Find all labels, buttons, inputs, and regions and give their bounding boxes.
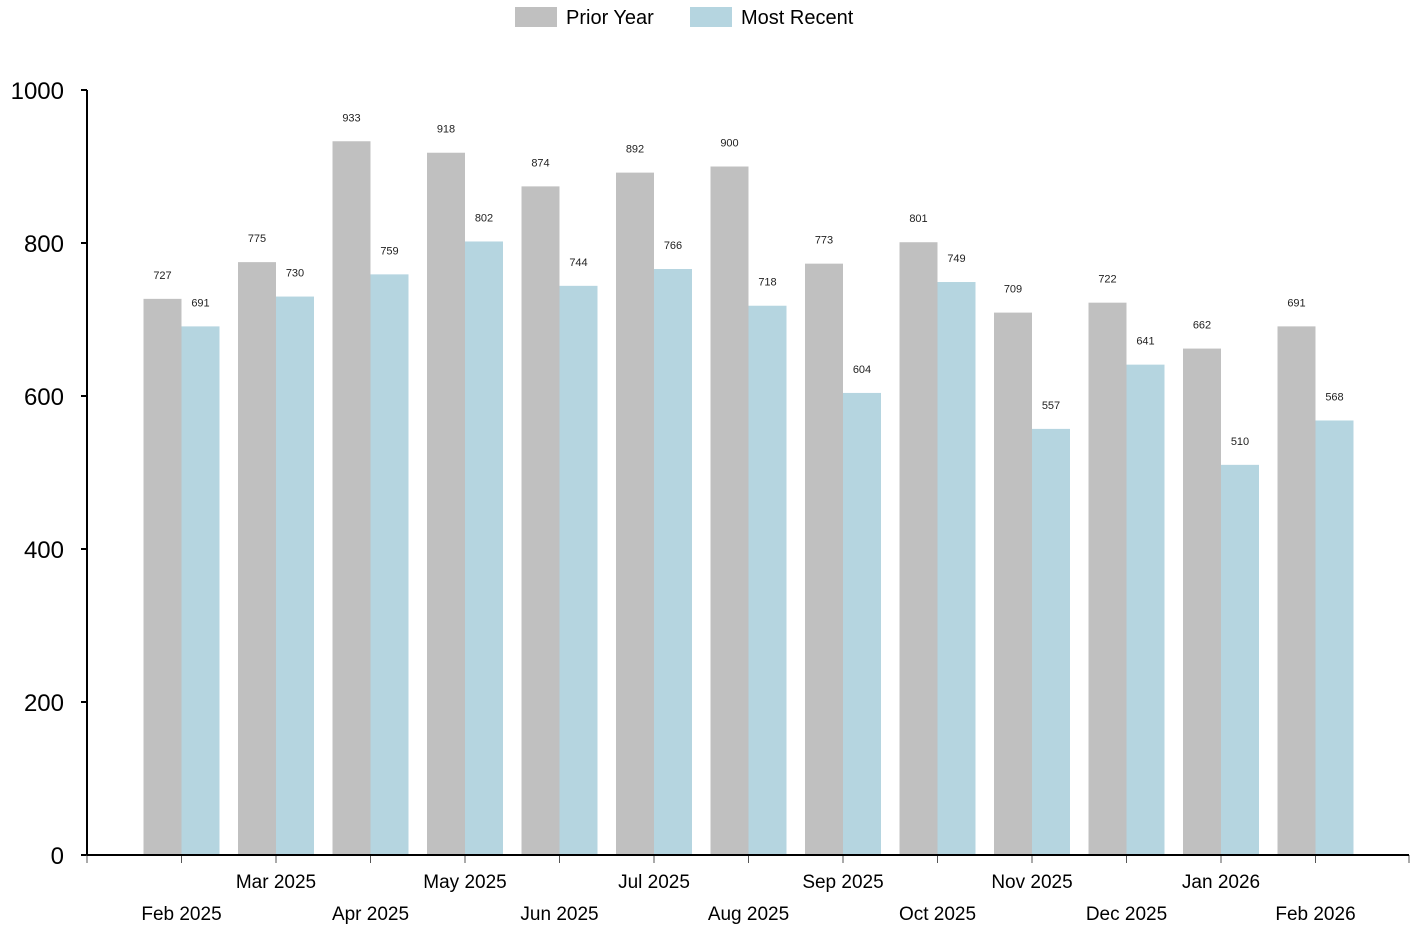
bar-most-recent: [1315, 420, 1354, 855]
data-label: 744: [569, 257, 587, 269]
y-tick-label: 400: [24, 537, 64, 564]
data-label: 801: [909, 213, 927, 225]
bar-most-recent: [181, 326, 220, 855]
x-tick-label: Jul 2025: [618, 872, 690, 893]
x-tick-label: Sep 2025: [802, 872, 883, 893]
data-label: 730: [286, 268, 304, 280]
data-label: 557: [1042, 400, 1060, 412]
bar-prior-year: [1277, 326, 1316, 855]
bar-prior-year: [710, 166, 749, 855]
data-label: 604: [853, 364, 871, 376]
bar-prior-year: [238, 262, 276, 855]
data-label: 510: [1231, 436, 1249, 448]
data-label: 568: [1325, 391, 1343, 403]
x-tick-label: Apr 2025: [332, 904, 409, 925]
legend-swatch-most-recent: [690, 7, 732, 27]
legend: Prior Year Most Recent: [515, 7, 854, 29]
bar-prior-year: [143, 298, 182, 856]
bar-most-recent: [654, 269, 692, 855]
x-tick-label: Mar 2025: [236, 872, 316, 893]
data-label: 802: [475, 212, 493, 224]
data-label: 727: [153, 270, 171, 282]
plot-area: 0 200 400 600 800 1000 727 691 Feb 2025 775 730 Mar…: [11, 78, 1410, 925]
x-tick-label: Oct 2025: [899, 904, 976, 925]
bar-most-recent: [370, 274, 409, 855]
x-tick-label: Jun 2025: [520, 904, 598, 925]
data-label: 718: [758, 277, 776, 289]
bar-most-recent: [843, 392, 881, 855]
bar-prior-year: [427, 152, 465, 856]
x-tick-label: Feb 2025: [141, 904, 221, 925]
bar-most-recent: [1032, 428, 1070, 855]
bar-most-recent: [937, 282, 976, 855]
x-tick-label: Jan 2026: [1182, 872, 1260, 893]
bar-prior-year: [332, 141, 371, 855]
data-label: 662: [1193, 320, 1211, 332]
bar-prior-year: [521, 186, 560, 855]
y-tick-label: 1000: [11, 78, 64, 105]
bar-prior-year: [805, 263, 843, 855]
legend-label-most-recent: Most Recent: [741, 7, 854, 29]
bar-most-recent: [1126, 364, 1165, 855]
x-tick-label: Dec 2025: [1086, 904, 1167, 925]
y-tick-label: 600: [24, 384, 64, 411]
data-label: 641: [1136, 336, 1154, 348]
bar-most-recent: [559, 285, 598, 856]
y-tick-label: 800: [24, 231, 64, 258]
data-label: 691: [191, 297, 209, 309]
data-label: 892: [626, 144, 644, 156]
data-label: 775: [248, 233, 266, 245]
bar-prior-year: [994, 312, 1032, 855]
data-label: 759: [380, 245, 398, 257]
bar-prior-year: [1088, 302, 1127, 855]
data-label: 874: [531, 157, 549, 169]
bar-most-recent: [465, 241, 503, 856]
data-label: 773: [815, 235, 833, 247]
data-label: 709: [1004, 284, 1022, 296]
data-label: 900: [720, 138, 738, 150]
x-tick-label: Aug 2025: [708, 904, 789, 925]
data-label: 766: [664, 240, 682, 252]
bar-prior-year: [616, 172, 654, 855]
x-tick-label: May 2025: [423, 872, 506, 893]
data-label: 691: [1287, 297, 1305, 309]
legend-label-prior-year: Prior Year: [566, 7, 654, 29]
bar-prior-year: [899, 242, 938, 856]
data-label: 918: [437, 124, 455, 136]
data-label: 749: [947, 253, 965, 265]
data-label: 722: [1098, 274, 1116, 286]
bar-most-recent: [276, 296, 314, 855]
bar-most-recent: [748, 305, 787, 856]
y-tick-label: 0: [51, 843, 64, 870]
bar-most-recent: [1221, 464, 1259, 855]
x-tick-label: Feb 2026: [1275, 904, 1355, 925]
legend-swatch-prior-year: [515, 7, 557, 27]
data-label: 933: [342, 112, 360, 124]
x-tick-label: Nov 2025: [991, 872, 1072, 893]
bar-prior-year: [1183, 348, 1221, 855]
y-tick-label: 200: [24, 690, 64, 717]
